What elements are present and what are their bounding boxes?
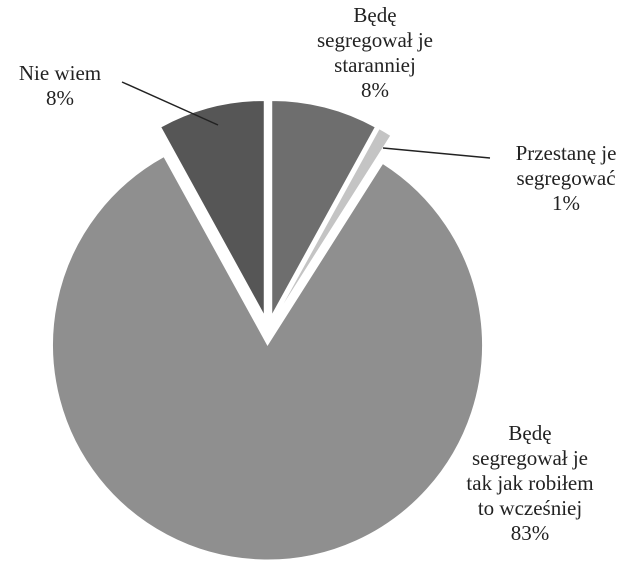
slice-label: Nie wiem [19, 61, 101, 85]
pie-slice [52, 155, 484, 561]
leader-line [382, 147, 491, 159]
value-label: 83% [511, 521, 550, 545]
slice-label: Będę segregował je tak jak robiłem to wcześ… [466, 421, 593, 520]
slice-label: Przestanę je segregować [516, 141, 617, 190]
slice-label: Będę segregował je staranniej [317, 3, 433, 77]
value-label: 1% [552, 191, 580, 215]
pie-slice [160, 99, 265, 316]
pie-slice [271, 99, 376, 316]
leader-line [121, 81, 219, 126]
value-label: 8% [46, 86, 74, 110]
value-label: 8% [361, 78, 389, 102]
pie-slice [275, 128, 392, 318]
